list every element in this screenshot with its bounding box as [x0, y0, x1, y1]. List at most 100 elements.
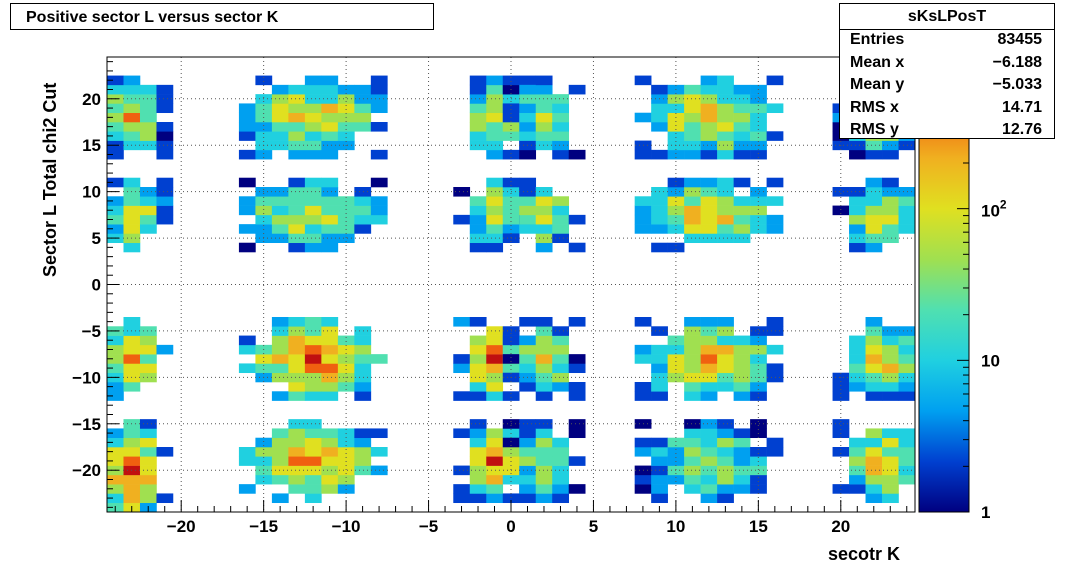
heatmap-bin — [552, 493, 570, 504]
heatmap-bin — [238, 196, 256, 206]
heatmap-bin — [354, 344, 372, 355]
heatmap-bin — [519, 205, 537, 216]
heatmap-bin — [321, 447, 339, 457]
palette-tick-label: 1 — [981, 503, 990, 522]
heatmap-bin — [684, 187, 701, 197]
stats-label: RMS y — [850, 121, 899, 138]
heatmap-bin — [337, 103, 355, 114]
heatmap-bin — [288, 437, 306, 448]
heatmap-bin — [733, 233, 751, 244]
heatmap-bin — [107, 224, 124, 234]
heatmap-bin — [304, 84, 322, 95]
heatmap-bin — [750, 131, 767, 141]
heatmap-bin — [750, 94, 767, 104]
heatmap-bin — [321, 94, 339, 104]
heatmap-bin — [882, 335, 899, 346]
heatmap-bin — [271, 335, 289, 346]
heatmap-bin — [304, 437, 322, 448]
heatmap-bin — [288, 354, 306, 364]
heatmap-bin — [552, 335, 570, 346]
heatmap-bin — [107, 428, 124, 439]
heatmap-bin — [766, 177, 784, 188]
y-tick-label: −15 — [72, 415, 101, 434]
heatmap-bin — [766, 317, 784, 327]
heatmap-bin — [486, 131, 504, 141]
heatmap-bin — [139, 363, 157, 374]
heatmap-bin — [651, 447, 668, 457]
heatmap-bin — [519, 196, 537, 206]
y-tick-label: −10 — [72, 368, 101, 387]
heatmap-bin — [750, 474, 767, 485]
heatmap-bin — [832, 382, 850, 392]
heatmap-bin — [849, 233, 866, 244]
heatmap-bin — [568, 382, 586, 392]
heatmap-bin — [123, 205, 141, 216]
heatmap-bin — [321, 372, 339, 383]
heatmap-bin — [865, 187, 883, 197]
heatmap-bin — [304, 233, 322, 244]
heatmap-bin — [519, 354, 537, 364]
heatmap-bin — [667, 465, 685, 476]
heatmap-bin — [288, 233, 306, 244]
heatmap-bin — [552, 122, 570, 132]
heatmap-bin — [535, 419, 553, 429]
heatmap-bin — [107, 363, 124, 374]
heatmap-bin — [156, 447, 174, 457]
heatmap-bin — [453, 493, 471, 504]
heatmap-bin — [304, 131, 322, 141]
heatmap-bin — [288, 140, 306, 151]
heatmap-bin — [766, 326, 784, 336]
heatmap-bin — [750, 149, 767, 160]
heatmap-bin — [667, 242, 685, 253]
heatmap-bin — [898, 447, 916, 457]
palette-exponent: 2 — [1000, 198, 1007, 212]
heatmap-bin — [882, 149, 899, 160]
heatmap-bin — [651, 224, 668, 234]
heatmap-bin — [486, 493, 504, 504]
heatmap-bin — [750, 363, 767, 374]
heatmap-bin — [535, 474, 553, 485]
heatmap-bin — [898, 382, 916, 392]
heatmap-bin — [700, 84, 718, 95]
heatmap-bin — [865, 391, 883, 401]
heatmap-bin — [304, 317, 322, 327]
heatmap-bin — [304, 149, 322, 160]
heatmap-bin — [717, 233, 734, 244]
y-tick-label: −5 — [82, 322, 101, 341]
heatmap-bin — [882, 177, 899, 188]
heatmap-bin — [370, 103, 388, 114]
heatmap-bin — [486, 214, 504, 225]
heatmap-bin — [651, 112, 668, 123]
heatmap-bin — [700, 205, 718, 216]
heatmap-bin — [123, 131, 141, 141]
heatmap-bin — [337, 131, 355, 141]
heatmap-bin — [717, 224, 734, 234]
heatmap-bin — [849, 354, 866, 364]
heatmap-bin — [107, 344, 124, 355]
heatmap-bin — [766, 447, 784, 457]
heatmap-bin — [337, 94, 355, 104]
heatmap-bin — [519, 177, 537, 188]
x-tick-label: 15 — [749, 517, 768, 536]
heatmap-bin — [469, 196, 487, 206]
heatmap-bin — [535, 344, 553, 355]
heatmap-bin — [750, 187, 767, 197]
heatmap-bin — [139, 112, 157, 123]
heatmap-bin — [370, 149, 388, 160]
heatmap-bin — [321, 177, 339, 188]
heatmap-bin — [304, 94, 322, 104]
heatmap-bin — [271, 493, 289, 504]
heatmap-bin — [502, 75, 520, 86]
heatmap-bin — [684, 354, 701, 364]
heatmap-bin — [882, 344, 899, 355]
x-tick-label: −10 — [332, 517, 361, 536]
heatmap-bin — [684, 317, 701, 327]
heatmap-bin — [849, 437, 866, 448]
stats-row-mean-x: Mean x −6.188 — [840, 53, 1054, 76]
heatmap-bin — [156, 140, 174, 151]
heatmap-bin — [535, 214, 553, 225]
heatmap-bin — [156, 196, 174, 206]
heatmap-bin — [535, 103, 553, 114]
heatmap-bin — [519, 103, 537, 114]
heatmap-bin — [502, 391, 520, 401]
